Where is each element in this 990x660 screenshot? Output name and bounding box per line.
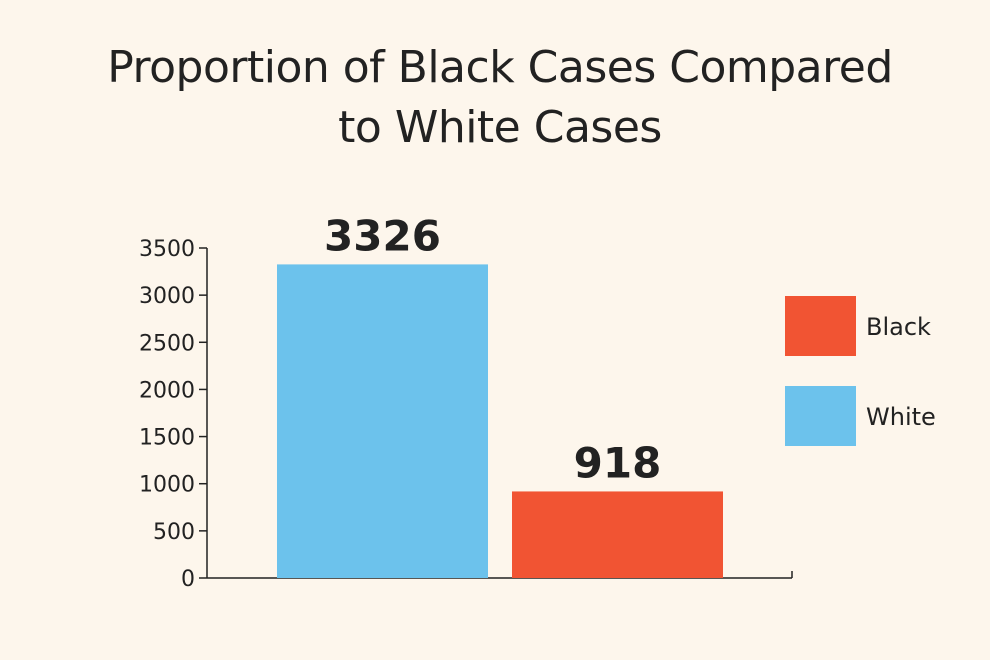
legend-label-black: Black — [866, 313, 931, 341]
y-tick-label: 2000 — [139, 378, 195, 403]
data-label-black: 918 — [574, 438, 662, 487]
y-tick-label: 1000 — [139, 473, 195, 498]
y-tick-label: 500 — [153, 520, 195, 545]
legend-swatch-black — [785, 296, 856, 356]
legend-swatch-white — [785, 386, 856, 446]
y-tick-label: 1500 — [139, 426, 195, 451]
y-tick-label: 2500 — [139, 331, 195, 356]
legend-label-white: White — [866, 403, 936, 431]
y-tick-label: 3500 — [139, 237, 195, 262]
bar-black — [512, 491, 723, 578]
y-tick-label: 3000 — [139, 284, 195, 309]
chart-title: Proportion of Black Cases Compared to Wh… — [107, 42, 893, 153]
y-tick-label: 0 — [181, 567, 195, 592]
bar-white — [277, 264, 488, 578]
data-label-white: 3326 — [324, 211, 441, 260]
